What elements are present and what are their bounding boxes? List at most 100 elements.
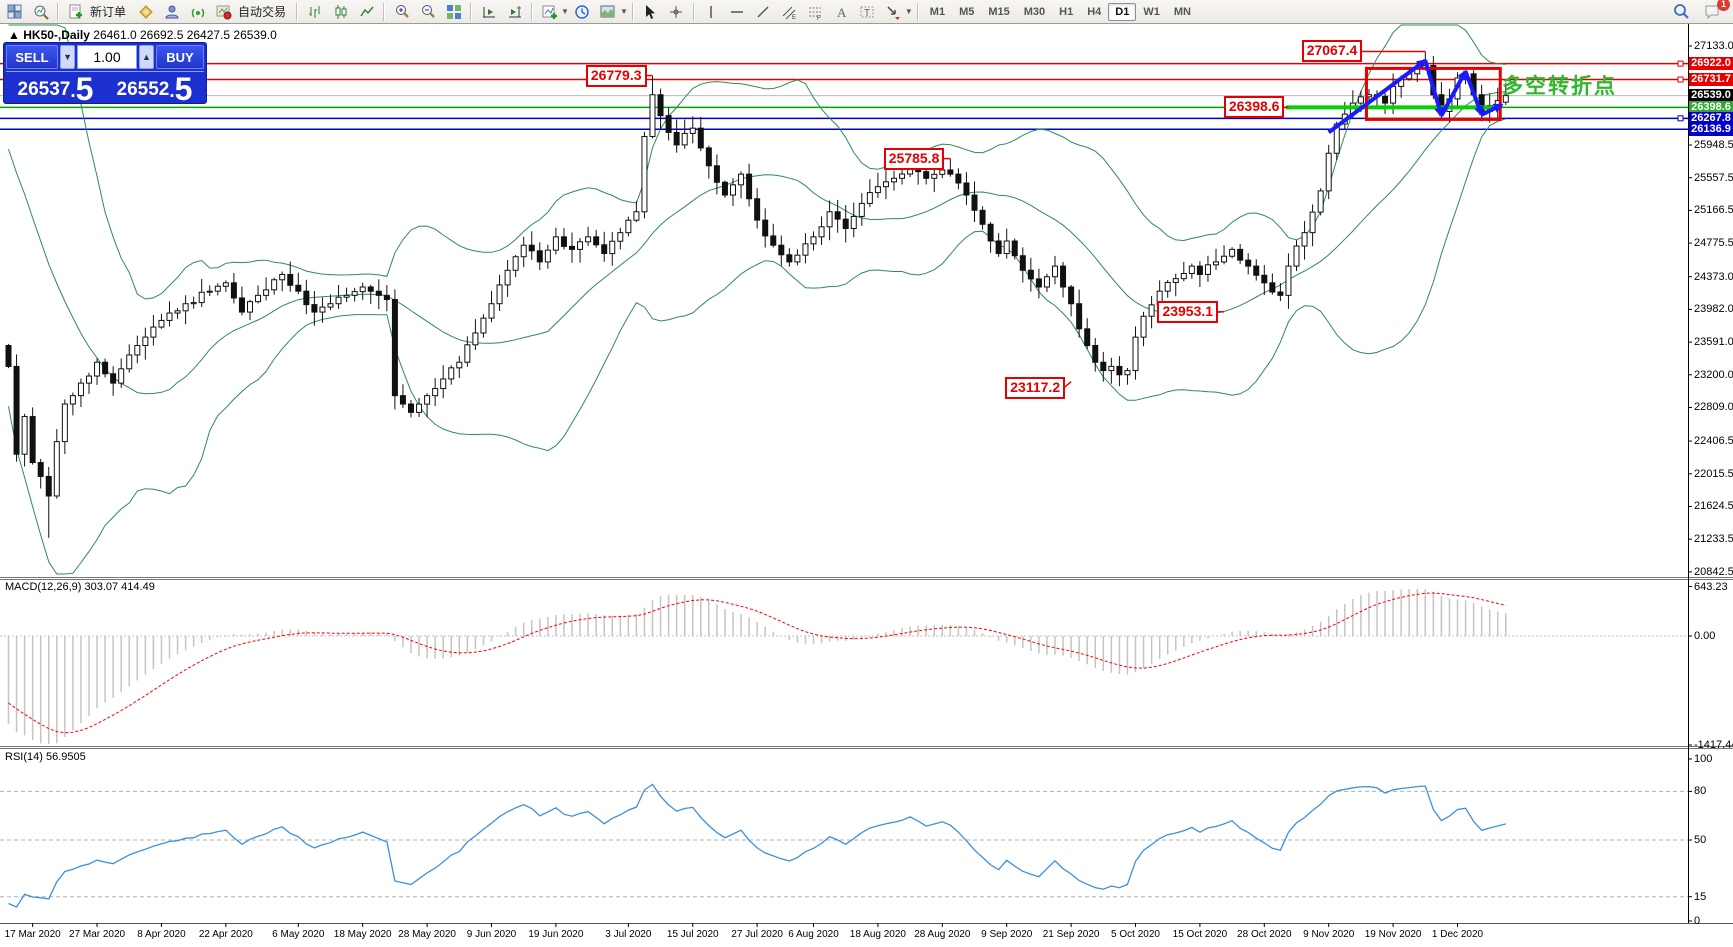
price-axis-label-26398.6: 26398.6 bbox=[1689, 100, 1733, 114]
hline-handle[interactable] bbox=[1677, 76, 1684, 83]
date-axis-label: 22 Apr 2020 bbox=[198, 929, 253, 940]
candle-body bbox=[94, 361, 101, 377]
new-order-label[interactable]: 新订单 bbox=[90, 5, 127, 19]
volume-increase-button[interactable]: ▲ bbox=[138, 45, 154, 69]
candle-body bbox=[512, 256, 519, 271]
arrows-tool-icon[interactable] bbox=[881, 1, 906, 23]
candle-body bbox=[1076, 303, 1083, 330]
text-tool-icon[interactable]: A bbox=[829, 1, 854, 23]
candle-body bbox=[1100, 361, 1107, 372]
candle-body bbox=[520, 244, 527, 258]
zoom-in-icon[interactable] bbox=[389, 1, 414, 23]
candle-body bbox=[882, 181, 889, 188]
timeframe-button-m5[interactable]: M5 bbox=[959, 5, 975, 18]
sell-price-frac: 5 bbox=[75, 71, 94, 107]
auto-scroll-icon[interactable] bbox=[476, 1, 501, 23]
fibonacci-tool-icon[interactable]: F bbox=[803, 1, 828, 23]
auto-trading-label[interactable]: 自动交易 bbox=[238, 5, 287, 19]
sell-button[interactable]: SELL bbox=[6, 45, 58, 69]
date-axis-label: 27 Jul 2020 bbox=[731, 929, 783, 940]
search-icon[interactable] bbox=[1669, 1, 1694, 23]
trade-prices-row: 26537. 5 26552. 5 bbox=[6, 71, 204, 107]
candle-body bbox=[1502, 95, 1509, 103]
timeframe-button-mn[interactable]: MN bbox=[1173, 5, 1191, 18]
timeframe-button-h4[interactable]: H4 bbox=[1087, 5, 1102, 18]
candle-body bbox=[263, 289, 270, 296]
hline-handle[interactable] bbox=[1677, 115, 1684, 122]
vertical-line-tool-icon[interactable] bbox=[699, 1, 724, 23]
timeframe-button-m15[interactable]: M15 bbox=[988, 5, 1010, 18]
crosshair-icon[interactable] bbox=[664, 1, 689, 23]
text-label-tool-icon[interactable]: T bbox=[855, 1, 880, 23]
cursor-icon[interactable] bbox=[638, 1, 663, 23]
trend-arrow[interactable] bbox=[1480, 102, 1504, 117]
price-axis-tick: 25557.5 bbox=[1694, 171, 1733, 184]
line-chart-icon[interactable] bbox=[354, 1, 379, 23]
auto-trading-icon[interactable] bbox=[211, 1, 236, 23]
trendline-tool-icon[interactable] bbox=[751, 1, 776, 23]
period-clock-icon[interactable] bbox=[570, 1, 595, 23]
candle-body bbox=[37, 462, 44, 477]
price-axis-tick: 20842.5 bbox=[1694, 565, 1733, 578]
trend-arrow[interactable] bbox=[1327, 58, 1427, 134]
notifications-chat-icon[interactable]: 1 bbox=[1700, 0, 1730, 23]
candle-body bbox=[1317, 190, 1324, 213]
buy-price-dot: . bbox=[169, 81, 175, 102]
price-axis-tick: 22406.5 bbox=[1694, 435, 1733, 448]
arrows-tool-caret[interactable]: ▼ bbox=[904, 7, 913, 16]
timeframe-button-w1[interactable]: W1 bbox=[1143, 5, 1160, 18]
trend-arrow[interactable] bbox=[1463, 70, 1484, 117]
candle-body bbox=[424, 395, 431, 405]
date-axis-label: 28 Aug 2020 bbox=[914, 929, 971, 940]
tile-windows-icon[interactable] bbox=[441, 1, 466, 23]
price-tag-connector bbox=[1063, 381, 1072, 389]
new-order-icon[interactable] bbox=[63, 1, 88, 23]
candle-body bbox=[1132, 336, 1139, 372]
trend-arrow[interactable] bbox=[1423, 59, 1444, 118]
timeframe-button-d1[interactable]: D1 bbox=[1108, 2, 1137, 21]
trend-arrow[interactable] bbox=[1439, 69, 1468, 117]
price-tag-26779.3[interactable]: 26779.3 bbox=[585, 64, 647, 87]
bar-chart-icon[interactable] bbox=[302, 1, 327, 23]
volume-decrease-button[interactable]: ▼ bbox=[60, 45, 76, 69]
chart-template-caret[interactable]: ▼ bbox=[619, 7, 628, 16]
date-axis-label: 15 Oct 2020 bbox=[1172, 929, 1228, 940]
add-indicator-caret[interactable]: ▼ bbox=[561, 7, 569, 16]
volume-input[interactable]: 1.00 bbox=[77, 45, 137, 69]
price-tag-23117.2[interactable]: 23117.2 bbox=[1005, 376, 1066, 399]
consolidation-rectangle[interactable] bbox=[1364, 66, 1502, 121]
price-tag-23953.1[interactable]: 23953.1 bbox=[1157, 300, 1219, 323]
hline-handle[interactable] bbox=[1677, 60, 1684, 67]
rsi-axis-tick: 15 bbox=[1694, 890, 1707, 903]
candlestick-chart-icon[interactable] bbox=[328, 1, 353, 23]
sell-price[interactable]: 26537. 5 bbox=[6, 71, 105, 107]
horizontal-line-tool-icon[interactable] bbox=[725, 1, 750, 23]
chart-template-icon[interactable] bbox=[596, 1, 621, 23]
zoom-out-icon[interactable] bbox=[415, 1, 440, 23]
timeframe-button-m30[interactable]: M30 bbox=[1023, 5, 1046, 18]
chart-shift-icon[interactable] bbox=[502, 1, 527, 23]
candle-body bbox=[947, 169, 954, 175]
add-indicator-icon[interactable] bbox=[537, 1, 562, 23]
gold-seal-icon[interactable] bbox=[133, 1, 158, 23]
equidistant-channel-icon[interactable]: E bbox=[777, 1, 802, 23]
buy-button[interactable]: BUY bbox=[156, 45, 204, 69]
timeframe-button-m1[interactable]: M1 bbox=[929, 5, 946, 18]
turning-point-note[interactable]: 多空转折点 bbox=[1502, 75, 1617, 98]
chart-preview-icon[interactable] bbox=[28, 1, 53, 23]
timeframe-button-h1[interactable]: H1 bbox=[1059, 5, 1074, 18]
price-tag-26398.6[interactable]: 26398.6 bbox=[1223, 96, 1285, 119]
buy-price[interactable]: 26552. 5 bbox=[105, 72, 204, 105]
price-tag-25785.8[interactable]: 25785.8 bbox=[883, 147, 945, 170]
candle-body bbox=[891, 177, 897, 183]
candle-body bbox=[335, 296, 342, 305]
signal-icon[interactable] bbox=[185, 1, 210, 23]
svg-text:A: A bbox=[837, 5, 847, 20]
chart-expand-marker[interactable]: ▲ bbox=[8, 28, 20, 42]
candle-body bbox=[126, 354, 133, 370]
expert-advisor-icon[interactable] bbox=[159, 1, 184, 23]
charts-list-icon[interactable] bbox=[2, 1, 27, 23]
price-tag-27067.4[interactable]: 27067.4 bbox=[1301, 40, 1363, 63]
candle-body bbox=[319, 306, 326, 313]
